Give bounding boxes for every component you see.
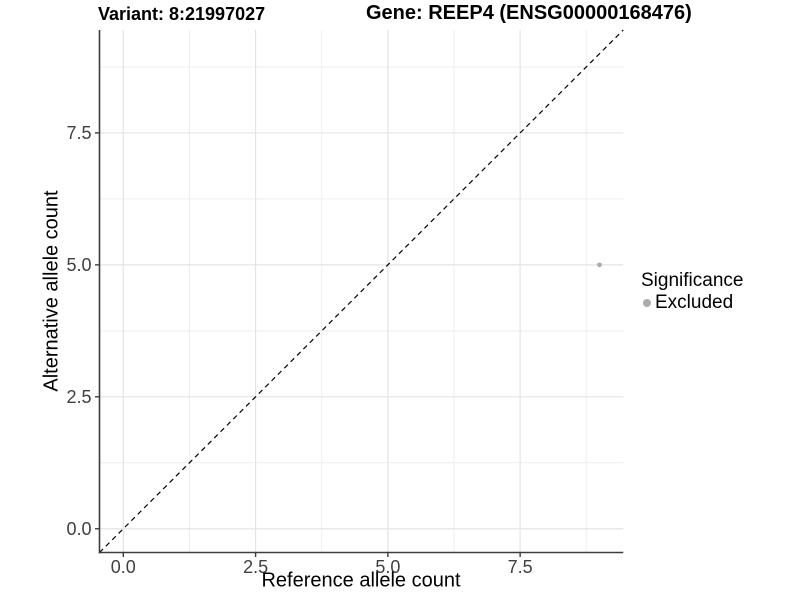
y-axis-title: Alternative allele count <box>40 190 63 392</box>
legend-item-excluded: Excluded <box>643 292 743 314</box>
svg-text:0.0: 0.0 <box>66 519 91 539</box>
svg-text:2.5: 2.5 <box>66 387 91 407</box>
svg-text:5.0: 5.0 <box>66 255 91 275</box>
plot-title-gene: Gene: REEP4 (ENSG00000168476) <box>366 2 692 24</box>
legend-key-dot-icon <box>643 299 651 307</box>
svg-text:2.5: 2.5 <box>243 557 268 577</box>
plot-title-variant: Variant: 8:21997027 <box>98 4 266 24</box>
svg-text:0.0: 0.0 <box>111 557 136 577</box>
legend-title: Significance <box>641 270 744 291</box>
svg-text:7.5: 7.5 <box>66 123 91 143</box>
legend: Significance Excluded <box>641 270 743 314</box>
svg-text:7.5: 7.5 <box>508 557 533 577</box>
legend-item-label: Excluded <box>655 292 734 313</box>
svg-text:5.0: 5.0 <box>375 557 400 577</box>
x-axis-title: Reference allele count <box>261 569 461 592</box>
